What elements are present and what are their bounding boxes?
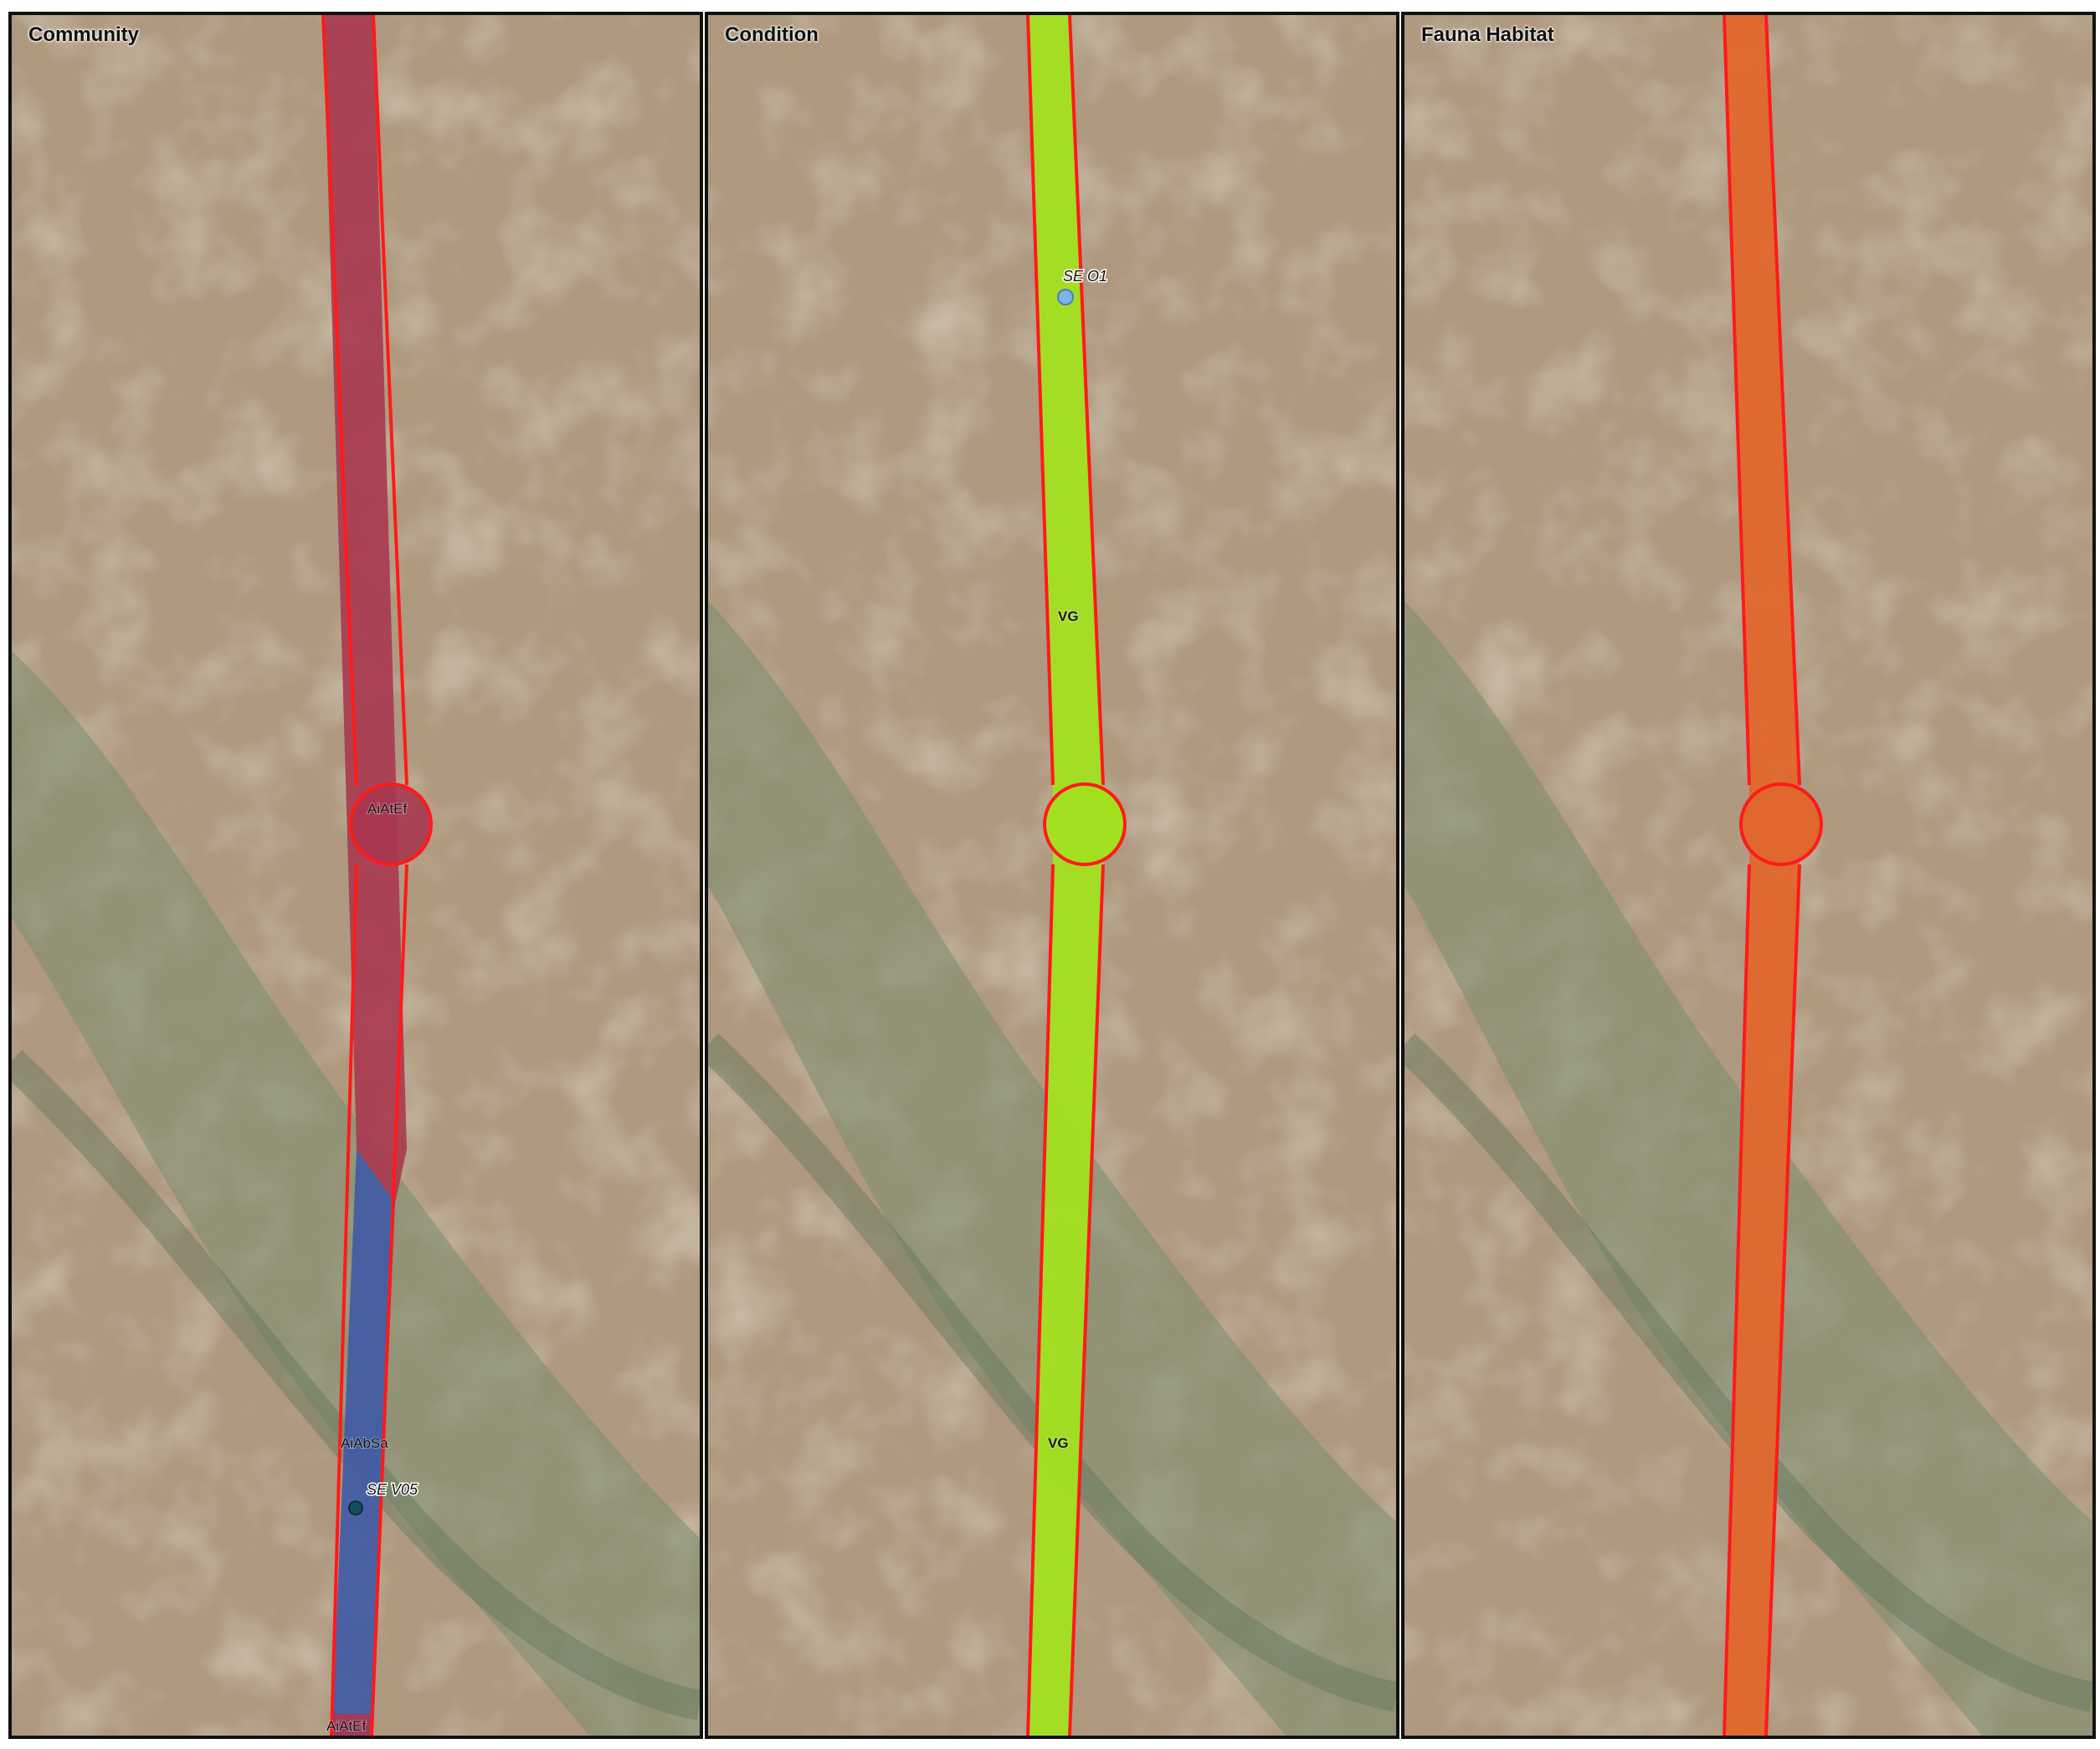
corridor-outline-east xyxy=(1764,15,1801,1736)
community-polygon-aiabsa xyxy=(331,1149,395,1736)
community-map-panel: AiAtEf AiAbSa AiAtEf SE V05 Community xyxy=(8,12,703,1739)
fauna-habitat-polygon xyxy=(1724,15,1800,1736)
community-label-aiatef: AiAtEf xyxy=(367,801,408,817)
panel-title: Community xyxy=(28,23,139,46)
panel-title: Fauna Habitat xyxy=(1421,23,1554,46)
panel-title: Condition xyxy=(725,23,819,46)
fauna-habitat-node-circle xyxy=(1739,782,1823,866)
survey-site-marker[interactable] xyxy=(1057,289,1074,305)
corridor-outline-west xyxy=(1026,15,1055,1736)
condition-label-vg-north: VG xyxy=(1058,608,1079,624)
corridor-outline-west xyxy=(1723,15,1751,1736)
fauna-habitat-map-canvas xyxy=(1404,15,2092,1736)
community-map-canvas: AiAtEf AiAbSa AiAtEf SE V05 xyxy=(12,15,700,1736)
community-polygon-aiatef-north xyxy=(323,15,407,1203)
corridor-outline-east xyxy=(370,15,408,1736)
condition-map-canvas: VG VG SE O1 xyxy=(708,15,1396,1736)
condition-polygon-vg xyxy=(1028,15,1103,1736)
condition-node-circle xyxy=(1043,782,1127,866)
community-label-aiabsa: AiAbSa xyxy=(341,1435,388,1451)
community-polygon-aiatef-south xyxy=(331,1714,372,1736)
condition-label-vg-south: VG xyxy=(1048,1435,1069,1451)
community-label-aiatef-south: AiAtEf xyxy=(326,1718,367,1734)
condition-map-panel: VG VG SE O1 Condition xyxy=(705,12,1399,1739)
survey-site-label: SE V05 xyxy=(367,1481,418,1498)
fauna-habitat-map-panel: Fauna Habitat xyxy=(1401,12,2096,1739)
survey-site-marker[interactable] xyxy=(348,1500,363,1516)
community-node-circle xyxy=(349,782,433,866)
corridor-outline-west xyxy=(321,15,358,1736)
corridor-outline-east xyxy=(1068,15,1105,1736)
survey-site-label: SE O1 xyxy=(1063,268,1107,285)
